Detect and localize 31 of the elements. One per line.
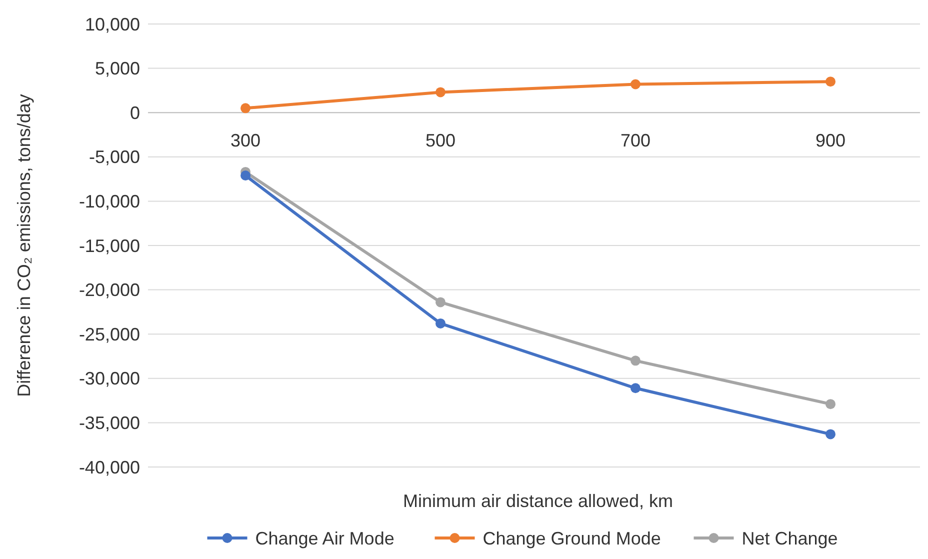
legend-label: Change Ground Mode — [482, 528, 661, 548]
x-axis-title: Minimum air distance allowed, km — [402, 491, 674, 511]
legend-label: Change Air Mode — [255, 528, 394, 548]
point — [630, 383, 640, 394]
point — [240, 170, 250, 181]
y-tick-label: -30,000 — [78, 368, 140, 389]
point — [630, 79, 640, 90]
y-tick-label: 0 — [130, 102, 140, 123]
y-tick-label: -25,000 — [78, 324, 140, 344]
point — [826, 399, 836, 410]
x-tick-label: 300 — [230, 130, 261, 151]
y-tick-label: -5,000 — [88, 147, 140, 168]
point — [826, 76, 836, 87]
x-tick-label: 900 — [815, 130, 846, 151]
y-tick-label: -35,000 — [78, 413, 140, 433]
point — [630, 356, 640, 366]
x-tick-label: 700 — [620, 130, 651, 151]
y-tick-label: -40,000 — [78, 457, 140, 478]
point — [240, 103, 250, 114]
y-tick-label: -20,000 — [78, 280, 140, 300]
legend-label: Net Change — [742, 528, 838, 548]
y-tick-label: -15,000 — [78, 236, 140, 256]
y-tick-label: -10,000 — [78, 192, 140, 212]
point — [826, 429, 836, 440]
y-axis-title: Difference in CO₂ emissions, tons/day — [14, 94, 34, 397]
x-tick-label: 500 — [425, 130, 456, 151]
y-tick-label: 5,000 — [94, 58, 140, 79]
point — [436, 318, 446, 328]
y-tick-label: 10,000 — [84, 14, 140, 34]
point — [436, 87, 446, 98]
point — [436, 297, 446, 308]
